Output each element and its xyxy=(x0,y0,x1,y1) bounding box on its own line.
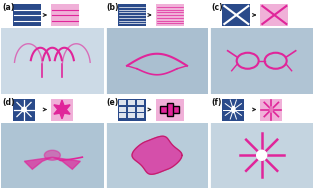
FancyBboxPatch shape xyxy=(118,98,146,121)
Text: (b): (b) xyxy=(107,3,119,12)
FancyBboxPatch shape xyxy=(137,113,143,118)
FancyBboxPatch shape xyxy=(105,0,209,94)
FancyBboxPatch shape xyxy=(156,98,184,121)
FancyBboxPatch shape xyxy=(222,4,250,26)
FancyBboxPatch shape xyxy=(105,94,209,189)
FancyBboxPatch shape xyxy=(118,4,146,26)
FancyBboxPatch shape xyxy=(0,94,105,189)
FancyBboxPatch shape xyxy=(137,100,143,105)
FancyBboxPatch shape xyxy=(128,107,135,112)
FancyBboxPatch shape xyxy=(128,113,135,118)
Circle shape xyxy=(257,150,267,160)
Polygon shape xyxy=(52,157,80,169)
FancyBboxPatch shape xyxy=(0,0,105,94)
Text: (f): (f) xyxy=(211,98,222,106)
Text: (c): (c) xyxy=(211,3,223,12)
FancyBboxPatch shape xyxy=(209,94,314,189)
Ellipse shape xyxy=(232,106,235,112)
FancyBboxPatch shape xyxy=(156,4,184,26)
Polygon shape xyxy=(44,150,60,160)
FancyBboxPatch shape xyxy=(13,98,35,121)
Text: (a): (a) xyxy=(2,3,14,12)
FancyBboxPatch shape xyxy=(160,106,180,113)
Circle shape xyxy=(22,107,26,112)
Polygon shape xyxy=(24,157,52,169)
FancyBboxPatch shape xyxy=(128,100,135,105)
FancyBboxPatch shape xyxy=(51,4,79,26)
Polygon shape xyxy=(54,100,70,119)
FancyBboxPatch shape xyxy=(222,98,244,121)
FancyBboxPatch shape xyxy=(210,28,313,94)
FancyBboxPatch shape xyxy=(260,98,282,121)
Polygon shape xyxy=(132,136,182,174)
FancyBboxPatch shape xyxy=(167,103,173,116)
FancyBboxPatch shape xyxy=(13,4,41,26)
FancyBboxPatch shape xyxy=(1,122,104,188)
FancyBboxPatch shape xyxy=(260,4,288,26)
FancyBboxPatch shape xyxy=(1,28,104,94)
FancyBboxPatch shape xyxy=(210,122,313,188)
Text: (d): (d) xyxy=(2,98,14,106)
FancyBboxPatch shape xyxy=(137,107,143,112)
Text: (e): (e) xyxy=(107,98,119,106)
Ellipse shape xyxy=(270,107,273,112)
FancyBboxPatch shape xyxy=(51,98,73,121)
FancyBboxPatch shape xyxy=(209,0,314,94)
FancyBboxPatch shape xyxy=(106,28,208,94)
FancyBboxPatch shape xyxy=(106,122,208,188)
FancyBboxPatch shape xyxy=(119,100,126,105)
FancyBboxPatch shape xyxy=(119,113,126,118)
FancyBboxPatch shape xyxy=(119,107,126,112)
